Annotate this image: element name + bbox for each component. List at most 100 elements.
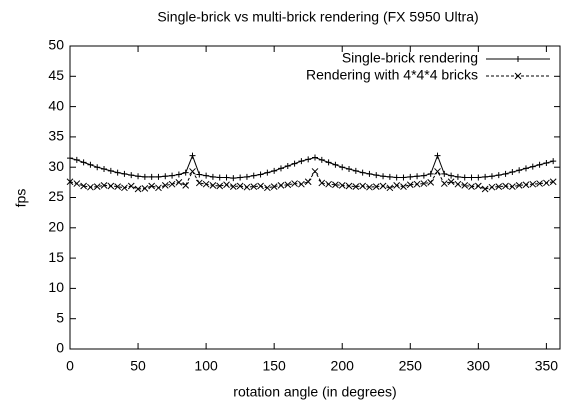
data-point [73,156,80,163]
data-point [366,170,373,177]
data-point [406,181,414,189]
data-point [155,184,162,192]
data-point [107,182,115,190]
data-point [522,165,529,172]
data-point [250,183,258,190]
data-point [448,172,455,179]
x-tick-label: 150 [262,358,286,374]
data-point [182,169,189,176]
data-point [284,181,292,189]
data-point [420,172,427,179]
data-point [189,168,196,175]
data-point [257,182,264,190]
data-point [454,180,462,188]
data-point [488,173,495,180]
data-point [318,156,325,163]
data-point [134,185,142,193]
data-point [474,182,482,190]
data-point [440,180,448,187]
x-tick-label: 350 [535,358,559,374]
data-point [100,182,108,189]
data-point [141,173,148,180]
data-point [400,174,407,181]
data-point [461,182,469,189]
data-point [80,159,87,166]
data-point [121,184,128,192]
x-tick-label: 300 [467,358,491,374]
data-point [203,172,210,179]
y-tick-label: 35 [48,128,64,144]
data-point [107,167,114,174]
x-tick-label: 250 [399,358,423,374]
data-point [243,173,250,180]
data-point [332,181,339,189]
data-point [468,174,475,181]
data-point [114,183,121,190]
data-point [461,174,468,181]
data-point [495,183,503,190]
data-point [359,169,366,176]
y-axis-label: fps [13,189,29,208]
data-point [155,173,162,180]
data-point [216,182,224,190]
data-point [386,173,393,180]
data-point [311,168,319,175]
data-point [352,183,360,190]
data-point [339,164,346,171]
y-tick-label: 25 [48,188,64,204]
data-point [427,178,435,186]
data-point [482,173,489,180]
data-point [332,161,339,168]
data-point [209,173,216,180]
data-point [502,182,509,190]
data-point [414,173,421,180]
y-tick-label: 10 [48,279,64,295]
data-point [529,163,536,170]
data-point [67,155,73,162]
data-point [73,180,81,187]
data-point [237,174,244,181]
data-point [162,173,169,180]
series-line [69,170,554,190]
data-point [80,182,87,190]
data-point [257,171,264,178]
legend-label: Rendering with 4*4*4 bricks [306,67,478,83]
data-point [128,172,135,179]
data-point [264,169,271,176]
data-point [509,183,516,190]
data-point [441,170,448,177]
data-point [420,180,428,187]
series-line [69,154,554,179]
data-point [250,172,257,179]
legend-marker [515,56,521,62]
data-point [270,183,278,190]
data-point [536,180,543,187]
data-point [195,179,203,187]
data-point [135,173,142,180]
data-point [230,175,237,182]
data-point [127,182,135,190]
data-point [393,182,401,189]
data-point [400,183,407,190]
data-point [291,160,298,167]
data-point [291,180,298,187]
data-point [495,172,502,179]
data-point [121,170,128,177]
data-point [189,152,196,159]
data-point [223,174,230,181]
data-point [386,184,394,192]
data-point [325,180,332,188]
data-point [373,172,380,179]
data-point [182,182,190,189]
y-tick-label: 15 [48,249,64,265]
data-point [413,180,421,188]
data-point [94,164,101,171]
data-point [427,170,434,177]
data-point [393,174,400,181]
data-point [543,159,550,166]
data-point [447,178,455,186]
data-point [380,173,387,180]
plot-frame [69,45,561,350]
